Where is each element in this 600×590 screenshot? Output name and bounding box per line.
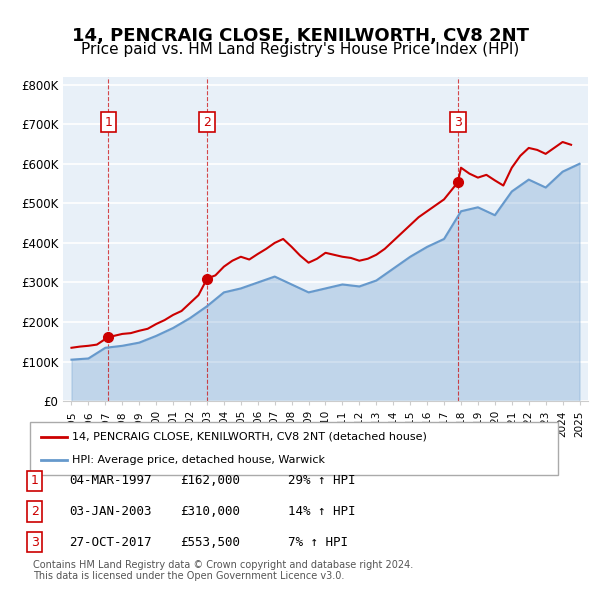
Text: 04-MAR-1997: 04-MAR-1997: [69, 474, 151, 487]
Text: 14, PENCRAIG CLOSE, KENILWORTH, CV8 2NT: 14, PENCRAIG CLOSE, KENILWORTH, CV8 2NT: [71, 27, 529, 45]
Text: Price paid vs. HM Land Registry's House Price Index (HPI): Price paid vs. HM Land Registry's House …: [81, 42, 519, 57]
Text: 27-OCT-2017: 27-OCT-2017: [69, 536, 151, 549]
Text: 14, PENCRAIG CLOSE, KENILWORTH, CV8 2NT (detached house): 14, PENCRAIG CLOSE, KENILWORTH, CV8 2NT …: [72, 432, 427, 442]
Text: 1: 1: [31, 474, 39, 487]
Text: Contains HM Land Registry data © Crown copyright and database right 2024.
This d: Contains HM Land Registry data © Crown c…: [33, 559, 413, 581]
Text: £162,000: £162,000: [180, 474, 240, 487]
Text: 2: 2: [203, 116, 211, 129]
Text: £553,500: £553,500: [180, 536, 240, 549]
Text: 3: 3: [454, 116, 462, 129]
Text: 2: 2: [31, 505, 39, 518]
Text: HPI: Average price, detached house, Warwick: HPI: Average price, detached house, Warw…: [72, 455, 325, 465]
Text: 3: 3: [31, 536, 39, 549]
Text: 7% ↑ HPI: 7% ↑ HPI: [288, 536, 348, 549]
Text: 29% ↑ HPI: 29% ↑ HPI: [288, 474, 355, 487]
Text: 03-JAN-2003: 03-JAN-2003: [69, 505, 151, 518]
Text: £310,000: £310,000: [180, 505, 240, 518]
Text: 1: 1: [104, 116, 112, 129]
FancyBboxPatch shape: [30, 422, 558, 475]
Text: 14% ↑ HPI: 14% ↑ HPI: [288, 505, 355, 518]
